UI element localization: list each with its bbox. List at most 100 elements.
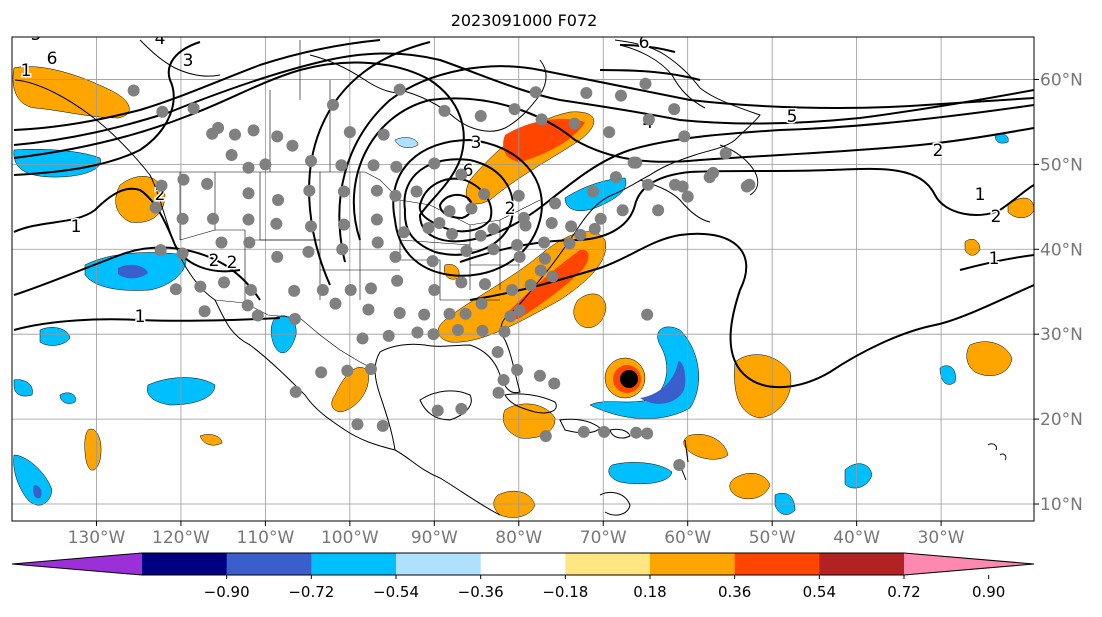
contour-label: 3 bbox=[471, 133, 482, 153]
station-dot bbox=[642, 178, 655, 191]
lat-tick-label: 30°N bbox=[1040, 325, 1083, 345]
colorbar-tick-label: −0.90 bbox=[204, 583, 250, 601]
colorbar-tick-label: −0.72 bbox=[288, 583, 334, 601]
station-dot bbox=[549, 197, 562, 210]
station-dot bbox=[337, 185, 350, 198]
station-dot bbox=[177, 173, 190, 186]
station-dot bbox=[286, 139, 299, 152]
contour-label: 1 bbox=[975, 185, 986, 205]
station-dot bbox=[242, 187, 255, 200]
station-dot bbox=[459, 307, 472, 320]
station-dot bbox=[382, 329, 395, 342]
contour-label: 1 bbox=[21, 61, 32, 81]
station-dot bbox=[370, 213, 383, 226]
station-dot bbox=[337, 218, 350, 231]
station-dot bbox=[335, 159, 348, 172]
station-dot bbox=[478, 278, 491, 291]
station-dot bbox=[487, 243, 500, 256]
station-dot bbox=[474, 229, 487, 242]
station-dot bbox=[397, 226, 410, 239]
station-dot bbox=[242, 161, 255, 174]
station-dot bbox=[389, 250, 402, 263]
station-dot bbox=[443, 205, 456, 218]
station-dot bbox=[154, 244, 167, 257]
station-dot bbox=[719, 147, 732, 160]
contour-label: 2 bbox=[933, 141, 944, 161]
station-dot bbox=[455, 276, 468, 289]
station-dot bbox=[512, 189, 525, 202]
station-dot bbox=[491, 346, 504, 359]
station-dot bbox=[251, 309, 264, 322]
station-dot bbox=[176, 212, 189, 225]
contour-label: 4 bbox=[155, 29, 166, 49]
station-dot bbox=[272, 194, 285, 207]
map-frame bbox=[11, 36, 1035, 522]
station-dot bbox=[676, 180, 689, 193]
station-dot bbox=[678, 130, 691, 143]
colorbar-swatch bbox=[396, 553, 482, 575]
station-dot bbox=[498, 325, 511, 338]
station-dot bbox=[336, 243, 349, 256]
station-dot bbox=[577, 425, 590, 438]
station-dot bbox=[149, 201, 162, 214]
lat-tick-label: 10°N bbox=[1040, 495, 1083, 515]
colorbar-swatch bbox=[819, 553, 905, 575]
colorbar-swatch bbox=[650, 553, 736, 575]
contour-label: 2 bbox=[209, 251, 220, 271]
graticule bbox=[12, 37, 1034, 521]
contour-label: 3 bbox=[183, 51, 194, 71]
station-dot bbox=[455, 168, 468, 181]
station-dot bbox=[492, 386, 505, 399]
colorbar-tick-label: 0.72 bbox=[887, 583, 920, 601]
station-dot bbox=[201, 177, 214, 190]
station-dot bbox=[228, 128, 241, 141]
colorbar-swatch bbox=[226, 553, 312, 575]
contour-label: 5 bbox=[787, 107, 798, 127]
colorbar-tick-labels: −0.90 −0.72 −0.54 −0.36 −0.18 0.18 0.36 0.54 0.7… bbox=[204, 575, 1005, 601]
station-dot bbox=[446, 227, 459, 240]
station-dot bbox=[207, 212, 220, 225]
station-dot bbox=[508, 103, 521, 116]
station-dot bbox=[245, 284, 258, 297]
colorbar-swatch bbox=[142, 553, 228, 575]
lon-tick-label: 80°W bbox=[495, 528, 542, 548]
station-dot bbox=[176, 247, 189, 260]
colorbar bbox=[11, 552, 1035, 576]
station-dot bbox=[513, 304, 526, 317]
station-dot bbox=[438, 104, 451, 117]
contour-label: 6 bbox=[639, 33, 650, 53]
contour-label: 1 bbox=[135, 307, 146, 327]
station-dot bbox=[565, 220, 578, 233]
lon-tick-label: 40°W bbox=[833, 528, 880, 548]
station-dot bbox=[344, 284, 357, 297]
colorbar-swatch bbox=[311, 553, 397, 575]
height-contours bbox=[13, 39, 1034, 389]
station-dot bbox=[271, 250, 284, 263]
station-markers bbox=[127, 77, 756, 471]
longitude-tick-labels: 130°W 120°W 110°W 100°W 90°W 80°W 70°W 60°W 50°W… bbox=[68, 521, 965, 548]
station-dot bbox=[474, 109, 487, 122]
station-dot bbox=[377, 128, 390, 141]
lon-tick-label: 100°W bbox=[321, 528, 379, 548]
station-dot bbox=[422, 222, 435, 235]
station-dot bbox=[511, 239, 524, 252]
station-dot bbox=[511, 363, 524, 376]
station-dot bbox=[614, 89, 627, 102]
station-dot bbox=[519, 219, 532, 232]
station-dot bbox=[538, 252, 551, 265]
lon-tick-label: 110°W bbox=[237, 528, 295, 548]
station-dot bbox=[155, 179, 168, 192]
map-title: 2023091000 F072 bbox=[451, 11, 598, 30]
station-dot bbox=[288, 312, 301, 325]
lon-tick-label: 50°W bbox=[749, 528, 796, 548]
colorbar-tick-label: 0.54 bbox=[803, 583, 836, 601]
station-dot bbox=[630, 426, 643, 439]
station-dot bbox=[367, 159, 380, 172]
station-dot bbox=[243, 236, 256, 249]
station-dot bbox=[673, 458, 686, 471]
station-dot bbox=[376, 419, 389, 432]
station-dot bbox=[546, 270, 559, 283]
station-dot bbox=[370, 184, 383, 197]
